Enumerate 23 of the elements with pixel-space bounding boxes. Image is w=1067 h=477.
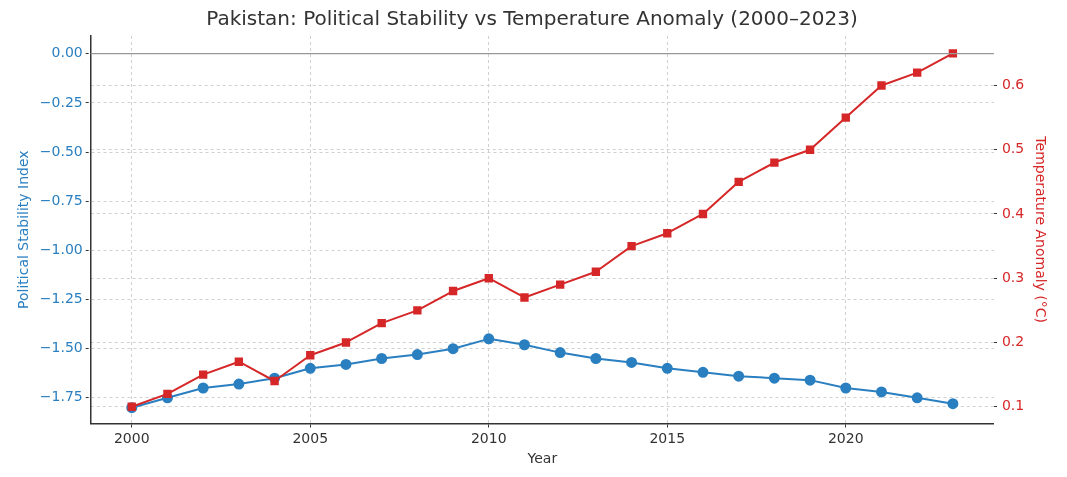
y2-tick-label: 0.2	[1001, 333, 1025, 350]
y-tick-label: −1.25	[39, 290, 83, 307]
y2-tick-label: 0.6	[1001, 76, 1025, 93]
x-tick-label: 2010	[470, 430, 507, 447]
x-tick-label: 2020	[827, 430, 864, 447]
chart-title: Pakistan: Political Stability vs Temperature Anomaly (2000–2023)	[206, 6, 858, 31]
y-tick-label: −1.00	[39, 240, 83, 257]
y2-tick-label: 0.5	[1001, 140, 1025, 157]
x-axis-title: Year	[526, 450, 558, 467]
x-tick-label: 2015	[649, 430, 686, 447]
x-tick-label: 2000	[113, 430, 150, 447]
y-tick-label: −0.25	[39, 93, 83, 110]
y-tick-label: 0.00	[51, 44, 83, 61]
x-tick-label: 2005	[292, 430, 329, 447]
y2-tick-label: 0.4	[1001, 204, 1025, 221]
y-tick-label: −1.50	[39, 339, 83, 356]
y-tick-label: −1.75	[39, 388, 83, 405]
y-axis-title: Political Stability Index	[15, 150, 32, 309]
y-tick-label: −0.75	[39, 191, 83, 208]
y2-tick-label: 0.1	[1001, 397, 1025, 414]
y2-tick-label: 0.3	[1001, 268, 1025, 285]
y2-axis-title: Temperature Anomaly (°C)	[1032, 135, 1049, 324]
y-tick-label: −0.50	[39, 142, 83, 159]
